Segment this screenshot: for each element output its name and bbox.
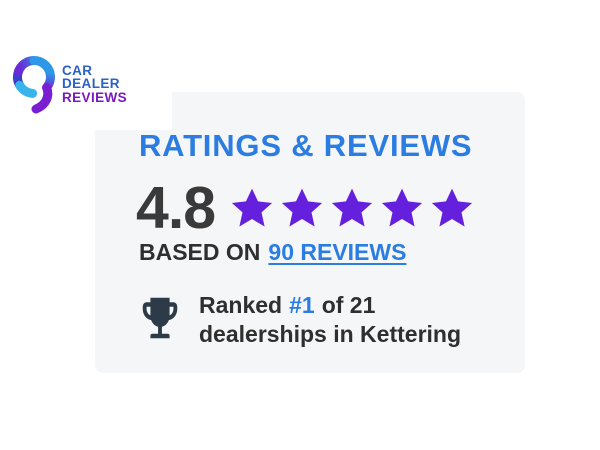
star-icon (431, 188, 473, 227)
star-rating (230, 187, 474, 229)
ranked-prefix: Ranked (199, 292, 283, 318)
rank-number: #1 (289, 292, 315, 318)
logo-line-dealer: DEALER (62, 76, 120, 92)
ratings-heading: RATINGS & REVIEWS (139, 128, 473, 163)
trophy-icon (137, 291, 183, 345)
reviews-count-link[interactable]: 90 REVIEWS (268, 239, 407, 265)
based-on-label: BASED ON (139, 239, 261, 265)
star-icon (381, 188, 423, 227)
star-icon (331, 188, 373, 227)
ranked-text: Ranked #1 of 21 dealerships in Kettering (199, 291, 461, 349)
rating-value: 4.8 (136, 175, 216, 241)
ranked-line2: dealerships in Kettering (199, 321, 462, 347)
rating-row: 4.8 (136, 178, 474, 238)
logo-line-car: CAR (62, 62, 93, 78)
logo-line-reviews: REVIEWS (62, 89, 128, 105)
star-icon (231, 188, 273, 227)
ranked-line1: Ranked #1 of 21 (199, 291, 461, 320)
logo-ring-icon (13, 56, 55, 114)
based-on-line: BASED ON 90 REVIEWS (139, 239, 406, 266)
ratings-card: RATINGS & REVIEWS 4.8 BASED ON 90 REVIEW… (95, 92, 525, 373)
car-dealer-reviews-logo[interactable]: CAR DEALER REVIEWS (0, 38, 172, 130)
ranked-suffix: of 21 (321, 292, 376, 318)
logo-wordmark: CAR DEALER REVIEWS (62, 64, 127, 105)
ranked-row: Ranked #1 of 21 dealerships in Kettering (137, 291, 461, 349)
star-icon (281, 188, 323, 227)
